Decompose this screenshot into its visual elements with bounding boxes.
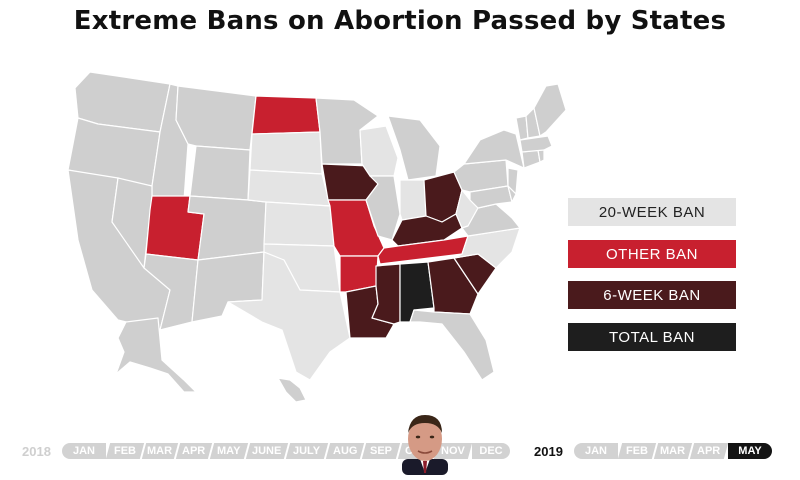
timeline-2018-months: JANFEBMARAPRMAYJUNEJULYAUGSEPOCTNOVDEC [62, 443, 512, 459]
judge-portrait-icon [402, 415, 448, 475]
month-label: MAR [660, 445, 686, 457]
state-KS [263, 201, 335, 247]
legend-label: 6-WEEK BAN [603, 286, 701, 304]
state-VA [461, 203, 521, 237]
month-label: MAR [147, 445, 173, 457]
month-label: JUNE [252, 445, 282, 457]
month-mar[interactable]: MAR [653, 443, 693, 459]
timeline: 2018 JANFEBMARAPRMAYJUNEJULYAUGSEPOCTNOV… [0, 438, 800, 466]
state-CT [521, 149, 541, 169]
legend-20-week-ban: 20-WEEK BAN [568, 198, 736, 226]
month-label: MAY [217, 445, 241, 457]
legend-label: OTHER BAN [605, 245, 698, 263]
state-SD [249, 131, 323, 175]
state-TN [377, 235, 469, 265]
legend-other-ban: OTHER BAN [568, 240, 736, 268]
month-label: APR [697, 445, 721, 457]
month-may[interactable]: MAY [728, 443, 772, 459]
month-july[interactable]: JULY [285, 443, 329, 459]
timeline-2019-months: JAN FEB MAR APR MAY [574, 443, 774, 459]
state-NY [463, 129, 525, 169]
month-label: MAY [738, 445, 762, 457]
state-IN [399, 179, 427, 221]
month-feb[interactable]: FEB [105, 443, 145, 459]
month-june[interactable]: JUNE [245, 443, 289, 459]
month-label: DEC [479, 445, 503, 457]
state-ND [251, 95, 321, 135]
month-label: FEB [626, 445, 648, 457]
state-IL [365, 175, 401, 241]
state-WI [359, 125, 399, 177]
month-label: JAN [584, 445, 607, 457]
month-sep[interactable]: SEP [361, 443, 401, 459]
month-aug[interactable]: AUG [325, 443, 365, 459]
state-TX [227, 251, 351, 381]
legend-label: 20-WEEK BAN [598, 203, 706, 221]
month-mar[interactable]: MAR [141, 443, 179, 459]
legend-label: TOTAL BAN [609, 328, 695, 346]
state-MA [519, 135, 553, 153]
month-label: SEP [369, 445, 392, 457]
month-label: APR [182, 445, 206, 457]
month-label: JAN [72, 445, 95, 457]
state-AK [115, 317, 197, 393]
month-may[interactable]: MAY [209, 443, 249, 459]
year-2018-label: 2018 [22, 444, 51, 459]
state-MI [387, 115, 441, 181]
month-apr[interactable]: APR [175, 443, 213, 459]
legend-6-week-ban: 6-WEEK BAN [568, 281, 736, 309]
month-label: AUG [332, 445, 358, 457]
month-jan[interactable]: JAN [62, 443, 106, 459]
state-MT [175, 85, 257, 151]
month-label: JULY [293, 445, 321, 457]
state-FL [409, 309, 495, 381]
month-feb[interactable]: FEB [617, 443, 657, 459]
month-apr[interactable]: APR [689, 443, 729, 459]
state-WY [189, 145, 251, 201]
month-dec[interactable]: DEC [472, 443, 510, 459]
month-jan[interactable]: JAN [574, 443, 618, 459]
state-NE [247, 169, 331, 207]
legend-total-ban: TOTAL BAN [568, 323, 736, 351]
state-HI [277, 377, 307, 403]
page-title: Extreme Bans on Abortion Passed by State… [73, 6, 727, 36]
month-label: FEB [114, 445, 136, 457]
state-ME [533, 83, 567, 137]
year-2019-label: 2019 [534, 444, 563, 459]
state-DE [507, 185, 517, 203]
